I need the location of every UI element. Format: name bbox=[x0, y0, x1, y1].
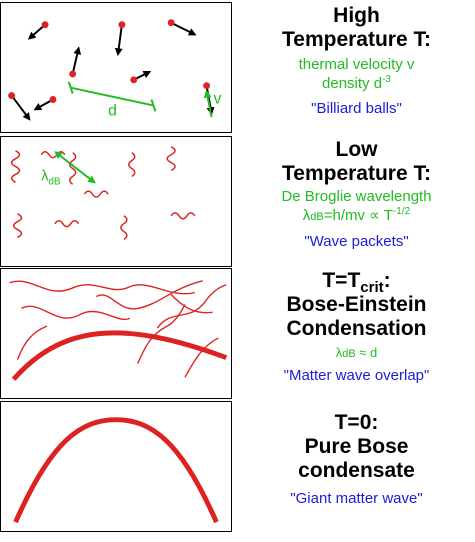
wave-packets bbox=[10, 146, 196, 241]
billiard-balls-diagram: d v bbox=[8, 19, 221, 121]
high-temperature-title-1: High bbox=[333, 4, 380, 27]
giant-matter-wave bbox=[13, 417, 219, 524]
condensate-wave bbox=[11, 330, 228, 381]
critical-temperature-panel bbox=[0, 268, 232, 399]
overlapping-waves bbox=[9, 280, 227, 378]
giant-matter-wave-diagram bbox=[13, 417, 219, 524]
particles bbox=[8, 19, 211, 103]
density-text: density d-3 bbox=[322, 74, 391, 93]
low-temperature-title-2: Temperature T: bbox=[282, 162, 431, 185]
matter-wave-overlap-quote: "Matter wave overlap" bbox=[283, 367, 430, 384]
zero-temperature-label: T=0: Pure Bose condensate "Giant matter … bbox=[238, 411, 475, 508]
bose-einstein-title: Bose-Einstein bbox=[286, 293, 427, 316]
velocity-label: v bbox=[213, 90, 221, 107]
low-temperature-panel: λdB bbox=[0, 136, 232, 267]
wavelength-arrow bbox=[54, 151, 96, 184]
pure-bose-title: Pure Bose bbox=[304, 435, 409, 458]
low-temperature-title-1: Low bbox=[335, 138, 378, 161]
velocity-arrow bbox=[170, 21, 197, 36]
velocity-arrow bbox=[114, 24, 123, 57]
thermal-velocity-text: thermal velocity v bbox=[298, 56, 415, 73]
lambda-db-label: λdB bbox=[41, 168, 61, 187]
wave-packets-diagram: λdB bbox=[10, 146, 196, 241]
velocity-label-arrow bbox=[203, 89, 213, 118]
low-temperature-label: Low Temperature T: De Broglie wavelength… bbox=[238, 138, 475, 251]
giant-matter-wave-quote: "Giant matter wave" bbox=[290, 490, 423, 507]
high-temperature-panel: d v bbox=[0, 2, 232, 133]
matter-wave-overlap-diagram bbox=[9, 280, 228, 381]
high-temperature-label: High Temperature T: thermal velocity v d… bbox=[238, 4, 475, 118]
condensation-title: Condensation bbox=[286, 317, 427, 340]
de-broglie-text: De Broglie wavelength bbox=[281, 188, 432, 205]
distance-label: d bbox=[108, 102, 117, 119]
critical-temperature-label: T=Tcrit: Bose-Einstein Condensation λdB … bbox=[238, 269, 475, 385]
velocity-arrow bbox=[10, 94, 31, 121]
t-zero-title: T=0: bbox=[334, 411, 379, 434]
zero-temperature-panel bbox=[0, 401, 232, 532]
high-temperature-title-2: Temperature T: bbox=[282, 28, 431, 51]
distance-marker bbox=[70, 86, 154, 107]
lambda-formula: λdB=h/mv ∝ T-1/2 bbox=[302, 206, 411, 225]
t-crit-title: T=Tcrit: bbox=[322, 269, 391, 297]
condensate-title: condensate bbox=[298, 459, 415, 482]
velocity-arrow bbox=[71, 46, 82, 75]
lambda-approx-d: λdB ≈ d bbox=[335, 345, 378, 360]
velocity-arrow bbox=[27, 23, 46, 40]
billiard-balls-quote: "Billiard balls" bbox=[311, 100, 402, 117]
wave-packets-quote: "Wave packets" bbox=[304, 233, 409, 250]
